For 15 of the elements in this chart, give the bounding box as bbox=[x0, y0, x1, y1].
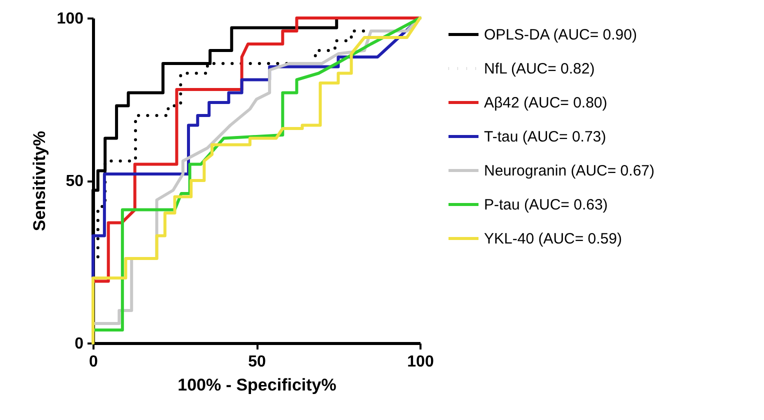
y-axis-title: Sensitivity% bbox=[30, 130, 49, 232]
legend-label: YKL-40 (AUC= 0.59) bbox=[484, 230, 622, 248]
legend-label: T-tau (AUC= 0.73) bbox=[484, 128, 606, 146]
legend-label: NfL (AUC= 0.82) bbox=[484, 60, 595, 78]
x-axis-title: 100% - Specificity% bbox=[178, 376, 336, 394]
y-tick-label: 0 bbox=[74, 336, 84, 352]
y-tick-label: 100 bbox=[56, 10, 84, 28]
x-tick-label: 100 bbox=[407, 354, 434, 370]
y-tick-label: 50 bbox=[66, 173, 84, 190]
x-tick-label: 0 bbox=[89, 354, 98, 370]
x-tick-label: 50 bbox=[248, 354, 266, 370]
legend-label: P-tau (AUC= 0.63) bbox=[484, 196, 608, 214]
legend-label: OPLS-DA (AUC= 0.90) bbox=[484, 26, 637, 44]
legend-label: Aβ42 (AUC= 0.80) bbox=[484, 94, 608, 112]
legend-label: Neurogranin (AUC= 0.67) bbox=[484, 162, 655, 180]
